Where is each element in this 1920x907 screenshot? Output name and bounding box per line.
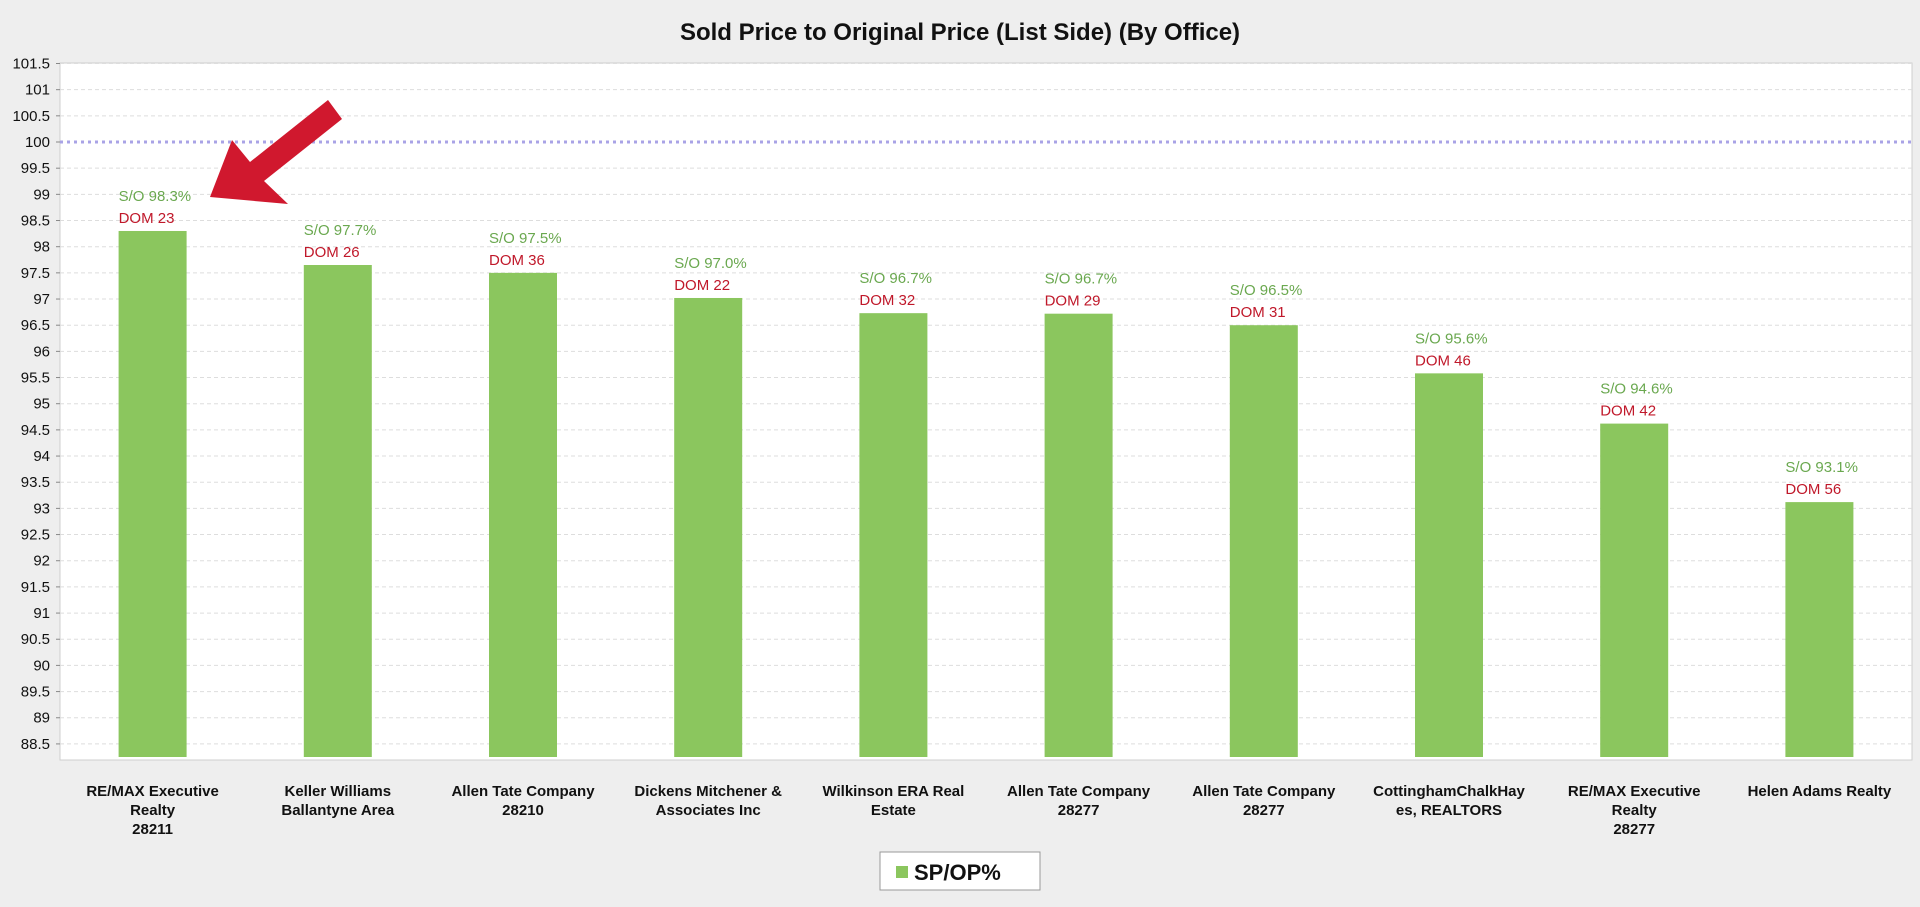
bar [1044, 313, 1113, 757]
bar [489, 272, 557, 757]
y-tick-label: 95 [33, 396, 50, 413]
so-label: S/O 96.7% [1045, 271, 1118, 288]
y-tick-label: 96.5 [21, 317, 50, 334]
y-tick-label: 88.5 [21, 736, 50, 753]
dom-label: DOM 56 [1785, 481, 1841, 498]
dom-label: DOM 29 [1045, 293, 1101, 310]
y-tick-label: 91 [33, 605, 50, 622]
y-tick-label: 92.5 [21, 527, 50, 544]
so-label: S/O 97.7% [304, 222, 377, 239]
bar [1415, 373, 1483, 757]
category-label: Allen Tate Company [1007, 783, 1151, 800]
y-tick-label: 97.5 [21, 265, 50, 282]
dom-label: DOM 36 [489, 252, 545, 269]
so-label: S/O 97.0% [674, 255, 747, 272]
category-label: Wilkinson ERA Real [822, 783, 964, 800]
bar-layer [118, 230, 1854, 757]
category-label: RE/MAX Executive [1568, 783, 1701, 800]
y-tick-label: 98.5 [21, 213, 50, 230]
y-tick-label: 101 [25, 82, 50, 99]
y-tick-label: 99.5 [21, 160, 50, 177]
y-tick-label: 97 [33, 291, 50, 308]
bar [303, 265, 372, 757]
category-label: Associates Inc [656, 802, 761, 819]
category-label: RE/MAX Executive [86, 783, 219, 800]
bar [674, 297, 743, 757]
y-tick-label: 94 [33, 448, 50, 465]
y-tick-label: 90 [33, 657, 50, 674]
y-tick-label: 93 [33, 500, 50, 517]
category-label: Ballantyne Area [281, 802, 394, 819]
dom-label: DOM 22 [674, 277, 730, 294]
category-label: Allen Tate Company [1192, 783, 1336, 800]
bar [1229, 325, 1298, 757]
category-label: Helen Adams Realty [1748, 783, 1892, 800]
bar [1600, 423, 1669, 757]
legend-label: SP/OP% [914, 860, 1001, 885]
legend-swatch [896, 866, 908, 878]
category-label: 28210 [502, 802, 544, 819]
y-axis-ticks: 101.5 101 100.5 100 99.5 99 98.5 98 97.5 97 96.5 96… [12, 56, 60, 753]
chart-title: Sold Price to Original Price (List Side)… [680, 19, 1240, 46]
category-label: CottinghamChalkHay [1373, 783, 1525, 800]
dom-label: DOM 23 [119, 210, 175, 227]
data-labels: S/O 98.3% DOM 23 S/O 97.7% DOM 26 S/O 97.5% D… [119, 188, 1858, 498]
category-label: 28277 [1613, 821, 1655, 838]
category-label: 28277 [1243, 802, 1285, 819]
category-label: Dickens Mitchener & [634, 783, 782, 800]
y-tick-label: 89 [33, 710, 50, 727]
so-label: S/O 98.3% [119, 188, 192, 205]
bar [859, 313, 928, 757]
bar [1785, 502, 1854, 757]
annotation-layer [210, 100, 342, 204]
category-label: Estate [871, 802, 916, 819]
so-label: S/O 94.6% [1600, 381, 1673, 398]
y-tick-label: 101.5 [12, 56, 50, 73]
y-tick-label: 92 [33, 553, 50, 570]
so-label: S/O 97.5% [489, 230, 562, 247]
so-label: S/O 95.6% [1415, 330, 1488, 347]
y-tick-label: 100.5 [12, 108, 50, 125]
x-axis-categories: RE/MAX Executive Realty 28211 Keller Willia… [86, 783, 1892, 838]
dom-label: DOM 46 [1415, 352, 1471, 369]
y-tick-label: 90.5 [21, 631, 50, 648]
dom-label: DOM 31 [1230, 304, 1286, 321]
y-tick-label: 98 [33, 239, 50, 256]
dom-label: DOM 32 [859, 292, 915, 309]
so-label: S/O 96.7% [859, 270, 932, 287]
category-label: Realty [130, 802, 176, 819]
bar [118, 230, 187, 757]
category-label: 28277 [1058, 802, 1100, 819]
dom-label: DOM 42 [1600, 403, 1656, 420]
category-label: es, REALTORS [1396, 802, 1502, 819]
category-label: 28211 [132, 821, 173, 838]
y-tick-label: 89.5 [21, 684, 50, 701]
dom-label: DOM 26 [304, 244, 360, 261]
y-tick-label: 99 [33, 186, 50, 203]
y-tick-label: 93.5 [21, 474, 50, 491]
so-label: S/O 93.1% [1785, 459, 1858, 476]
so-label: S/O 96.5% [1230, 282, 1303, 299]
y-tick-label: 91.5 [21, 579, 50, 596]
y-tick-label: 100 [25, 134, 50, 151]
category-label: Allen Tate Company [451, 783, 595, 800]
y-tick-label: 95.5 [21, 370, 50, 387]
annotation-arrow [210, 100, 342, 204]
y-tick-label: 96 [33, 343, 50, 360]
legend: SP/OP% [879, 851, 1041, 891]
category-label: Keller Williams [285, 783, 392, 800]
y-tick-label: 94.5 [21, 422, 50, 439]
category-label: Realty [1612, 802, 1658, 819]
